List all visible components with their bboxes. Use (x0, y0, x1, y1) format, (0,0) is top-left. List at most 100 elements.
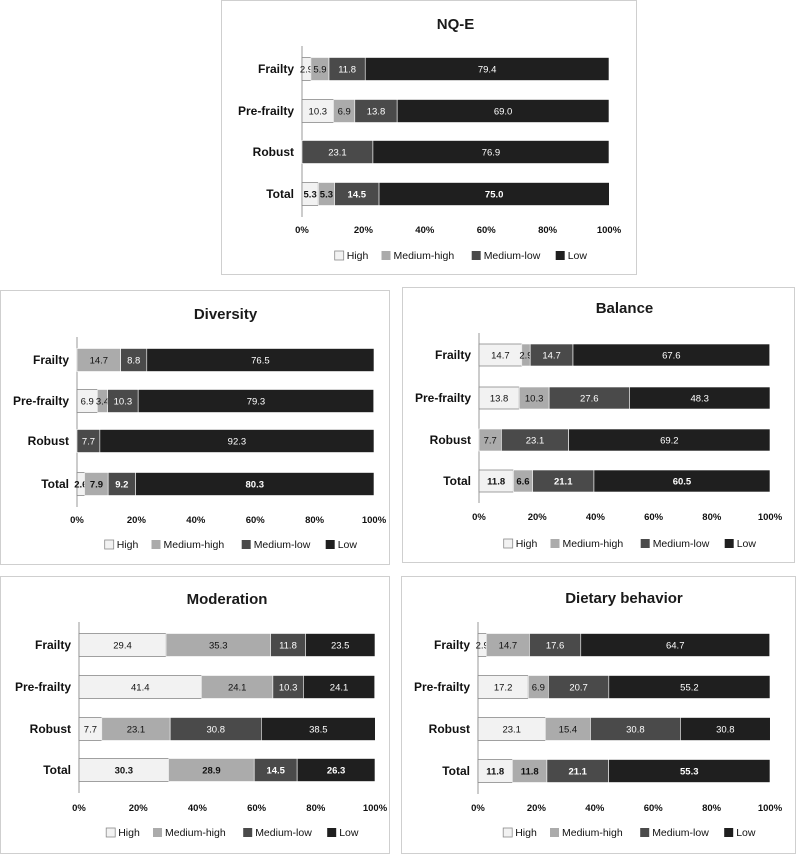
legend-label-medium-low: Medium-low (484, 250, 541, 262)
legend-label-low: Low (736, 827, 756, 839)
x-tick-label: 40% (585, 803, 605, 814)
data-label-robust-medium-low: 23.1 (328, 148, 347, 159)
data-label-pre-frailty-medium-low: 20.7 (569, 683, 588, 694)
x-tick-label: 20% (129, 803, 149, 814)
data-label-pre-frailty-high: 13.8 (490, 394, 509, 405)
chart-panel-balance: Balance Frailty 14.7 2.9 14.7 67.6 Pre-frailty… (402, 287, 795, 563)
data-label-frailty-high: 29.4 (113, 641, 132, 652)
data-label-frailty-low: 76.5 (251, 356, 270, 367)
bar-total-low (135, 472, 375, 496)
x-tick-label: 80% (306, 803, 326, 814)
data-label-pre-frailty-low: 55.2 (680, 683, 699, 694)
data-label-frailty-low: 67.6 (662, 351, 681, 362)
category-label-pre-frailty: Pre-frailty (13, 394, 69, 408)
x-tick-label: 60% (477, 225, 497, 236)
category-label-total: Total (43, 763, 71, 777)
data-label-frailty-high: 2.9 (300, 65, 313, 76)
legend-label-high: High (118, 827, 140, 839)
x-tick-label: 40% (586, 512, 606, 523)
category-label-frailty: Frailty (33, 353, 69, 367)
data-label-robust-low: 30.8 (716, 725, 735, 736)
legend-swatch-medium-low (243, 828, 253, 837)
category-label-total: Total (41, 477, 69, 491)
bar-robust-low (99, 429, 375, 453)
legend-swatch-medium-low (471, 251, 481, 260)
legend-label-high: High (515, 827, 537, 839)
data-label-total-low: 60.5 (673, 477, 692, 488)
legend-label-medium-low: Medium-low (653, 538, 710, 550)
data-label-frailty-medium-high: 5.9 (313, 65, 326, 76)
x-tick-label: 100% (758, 512, 783, 523)
data-label-frailty-medium-low: 14.7 (542, 351, 561, 362)
legend-swatch-low (724, 828, 734, 837)
category-label-frailty: Frailty (258, 62, 294, 76)
data-label-frailty-high: 2.9 (476, 641, 489, 652)
data-label-pre-frailty-medium-high: 24.1 (228, 683, 247, 694)
data-label-robust-medium-low: 7.7 (82, 437, 95, 448)
chart-svg: NQ-E Frailty 2.9 5.9 11.8 79.4 Pre-frailty 10.3… (238, 16, 622, 262)
x-tick-label: 100% (597, 225, 622, 236)
data-label-total-high: 11.8 (486, 767, 504, 778)
legend-swatch-medium-low (640, 539, 650, 548)
bar-frailty-low (572, 343, 771, 367)
x-tick-label: 40% (186, 515, 206, 526)
chart-title: Balance (596, 300, 654, 317)
x-tick-label: 80% (702, 512, 722, 523)
data-label-frailty-low: 64.7 (666, 641, 685, 652)
bar-pre-frailty-low (137, 389, 375, 413)
chart-title: NQ-E (437, 16, 475, 33)
x-tick-label: 20% (528, 512, 548, 523)
bar-robust-low (261, 717, 376, 741)
x-tick-label: 80% (305, 515, 325, 526)
category-label-total: Total (443, 474, 471, 488)
category-label-pre-frailty: Pre-frailty (238, 104, 294, 118)
data-label-total-medium-low: 21.1 (568, 767, 587, 778)
data-label-pre-frailty-medium-high: 6.9 (338, 107, 351, 118)
legend-swatch-medium-high (153, 828, 162, 837)
x-tick-label: 0% (70, 515, 84, 526)
x-tick-label: 60% (247, 803, 267, 814)
data-label-frailty-high: 14.7 (491, 351, 510, 362)
legend-label-low: Low (338, 539, 358, 551)
category-label-frailty: Frailty (434, 638, 470, 652)
legend-label-high: High (347, 250, 369, 262)
legend-swatch-high (503, 538, 514, 549)
data-label-total-high: 2.6 (74, 480, 87, 491)
legend-label-low: Low (339, 827, 359, 839)
legend-swatch-low (325, 540, 335, 549)
legend-swatch-high (334, 250, 345, 261)
category-label-total: Total (266, 187, 294, 201)
data-label-total-medium-low: 14.5 (266, 766, 285, 777)
data-label-total-medium-low: 14.5 (348, 190, 367, 201)
data-label-pre-frailty-medium-low: 10.3 (114, 397, 133, 408)
category-label-robust: Robust (430, 433, 471, 447)
x-tick-label: 80% (538, 225, 558, 236)
bar-frailty-low (146, 348, 375, 372)
legend-label-high: High (117, 539, 139, 551)
data-label-pre-frailty-medium-high: 10.3 (525, 394, 544, 405)
legend-swatch-medium-low (241, 540, 251, 549)
data-label-total-medium-high: 11.8 (521, 767, 539, 778)
x-tick-label: 0% (472, 512, 486, 523)
bar-frailty-low (364, 57, 610, 81)
chart-svg: Balance Frailty 14.7 2.9 14.7 67.6 Pre-frailty… (415, 300, 783, 550)
legend-label-low: Low (568, 250, 588, 262)
x-tick-label: 0% (72, 803, 86, 814)
data-label-total-medium-low: 9.2 (115, 480, 128, 491)
legend-label-high: High (516, 538, 538, 550)
data-label-pre-frailty-medium-low: 27.6 (580, 394, 599, 405)
legend-label-medium-low: Medium-low (254, 539, 311, 551)
data-label-frailty-medium-high: 14.7 (90, 356, 109, 367)
data-label-robust-medium-low: 23.1 (526, 436, 545, 447)
category-label-pre-frailty: Pre-frailty (15, 680, 71, 694)
x-tick-label: 100% (363, 803, 388, 814)
x-tick-label: 0% (471, 803, 485, 814)
data-label-frailty-low: 79.4 (478, 65, 497, 76)
data-label-total-low: 75.0 (485, 190, 504, 201)
data-label-pre-frailty-high: 41.4 (131, 683, 150, 694)
bar-pre-frailty-low (303, 675, 376, 699)
data-label-total-high: 30.3 (115, 766, 134, 777)
legend-label-low: Low (737, 538, 757, 550)
bar-pre-frailty-low (629, 386, 771, 410)
x-tick-label: 20% (127, 515, 147, 526)
